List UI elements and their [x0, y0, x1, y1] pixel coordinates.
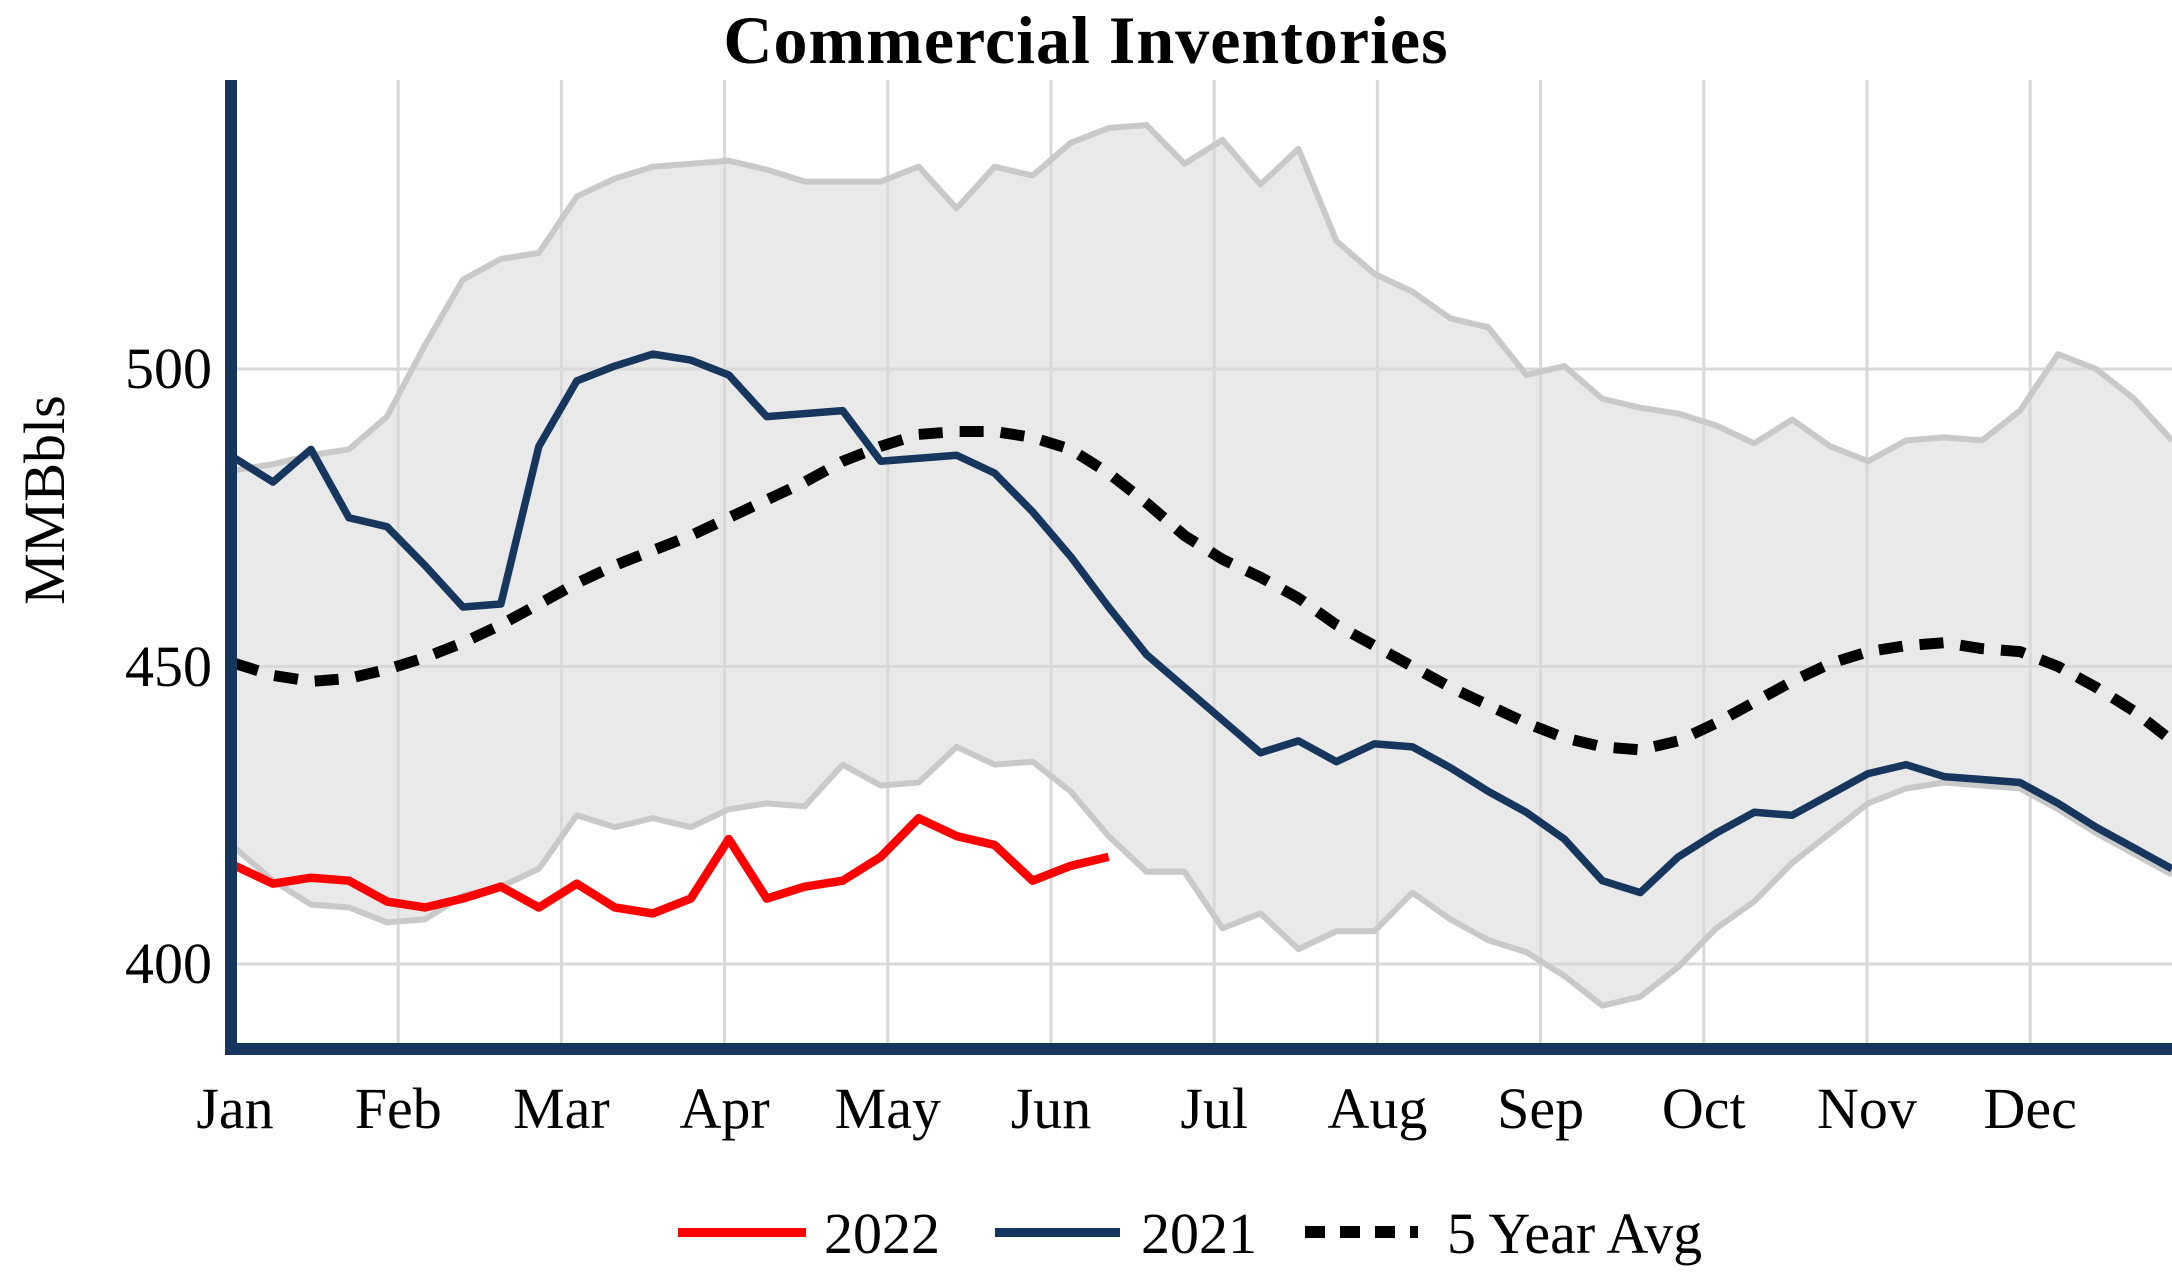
legend-label-5-year-avg: 5 Year Avg — [1447, 1201, 1703, 1266]
legend-label-2021: 2021 — [1141, 1201, 1257, 1266]
x-tick-label: Jun — [1010, 1076, 1092, 1141]
x-tick-label: Nov — [1817, 1076, 1917, 1141]
x-tick-label: Jan — [196, 1076, 274, 1141]
band-lower-edge — [233, 743, 2172, 1009]
x-tick-label: Sep — [1497, 1076, 1585, 1141]
x-tick-label: Mar — [513, 1076, 610, 1141]
x-tick-label: Oct — [1661, 1076, 1746, 1141]
y-axis-spine — [225, 80, 237, 1055]
y-tick-label: 450 — [125, 633, 212, 699]
x-tick-label: Aug — [1327, 1076, 1428, 1141]
legend-swatch-5-year-avg — [1305, 1226, 1418, 1238]
y-tick-label: 500 — [125, 336, 212, 401]
legend-label-2022: 2022 — [824, 1201, 940, 1266]
series-2021-line — [233, 350, 2172, 897]
band-upper-edge — [234, 122, 2172, 474]
x-tick-label: Dec — [1983, 1076, 2077, 1141]
y-tick-label: 400 — [125, 931, 212, 996]
series-2022-line — [233, 813, 1110, 918]
legend-swatch-2021 — [995, 1228, 1120, 1237]
x-tick-label: Apr — [679, 1076, 770, 1141]
x-tick-label: Feb — [354, 1076, 442, 1141]
x-axis-spine — [225, 1043, 2172, 1055]
chart-title: Commercial Inventories — [723, 2, 1449, 78]
legend-swatch-2022 — [678, 1228, 806, 1237]
series-5-year-avg-line — [233, 425, 2172, 756]
x-tick-label: May — [834, 1076, 941, 1141]
five-year-range-band — [235, 125, 2172, 1006]
x-tick-label: Jul — [1180, 1076, 1249, 1141]
